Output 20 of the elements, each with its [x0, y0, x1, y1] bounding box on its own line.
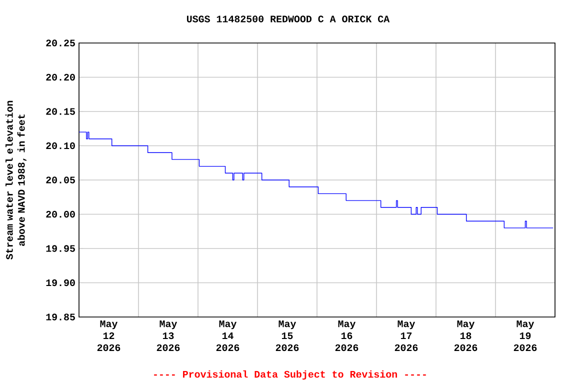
y-tick-label: 20.25	[46, 40, 75, 46]
x-tick-label: May 18 2026	[454, 320, 478, 352]
y-tick-label: 19.95	[46, 245, 75, 252]
chart-title: USGS 11482500 REDWOOD C A ORICK CA	[186, 16, 390, 22]
y-tick-label: 20.15	[46, 108, 75, 115]
y-tick-label: 19.85	[46, 314, 75, 320]
y-tick-label: 20.10	[46, 142, 75, 150]
x-tick-label: May 14 2026	[216, 320, 240, 352]
x-tick-label: May 16 2026	[335, 320, 358, 352]
x-tick-label: May 12 2026	[97, 320, 120, 352]
y-tick-label: 20.20	[46, 74, 75, 81]
x-tick-label: May 13 2026	[156, 320, 180, 352]
x-tick-label: May 15 2026	[276, 320, 299, 352]
y-tick-label: 20.00	[46, 210, 75, 218]
text: ---- Provisional Data Subject to Revision ----	[154, 370, 426, 380]
x-tick-label: May 19 2026	[514, 320, 537, 352]
y-tick-label: 19.90	[46, 279, 75, 286]
y-axis-title: Stream water level elevation above NAVD 1988, in feet	[6, 100, 26, 260]
y-tick-label: 20.05	[46, 176, 75, 184]
x-tick-label: May 17 2026	[394, 320, 418, 352]
